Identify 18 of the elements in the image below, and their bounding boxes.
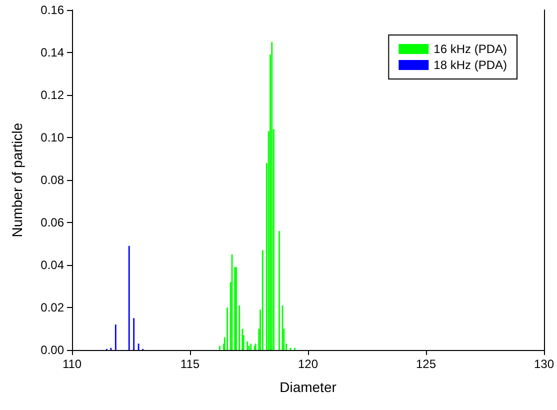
y-tick-label: 0.14 — [40, 46, 64, 60]
y-tick-label: 0.16 — [40, 3, 64, 17]
y-tick-label: 0.00 — [40, 343, 64, 357]
y-tick-label: 0.10 — [40, 130, 64, 144]
x-tick-label: 125 — [416, 357, 436, 371]
y-axis-title: Number of particle — [9, 122, 25, 238]
legend-label: 16 kHz (PDA) — [434, 42, 508, 56]
y-tick-label: 0.12 — [40, 88, 64, 102]
x-tick-label: 120 — [298, 357, 318, 371]
y-tick-label: 0.08 — [40, 173, 64, 187]
x-tick-label: 110 — [62, 357, 82, 371]
x-tick-label: 115 — [180, 357, 200, 371]
y-tick-label: 0.06 — [40, 216, 64, 230]
y-tick-label: 0.04 — [40, 258, 64, 272]
x-tick-label: 130 — [534, 357, 554, 371]
y-tick-label: 0.02 — [40, 300, 64, 314]
legend-label: 18 kHz (PDA) — [434, 58, 508, 72]
x-axis-title: Diameter — [280, 379, 337, 395]
